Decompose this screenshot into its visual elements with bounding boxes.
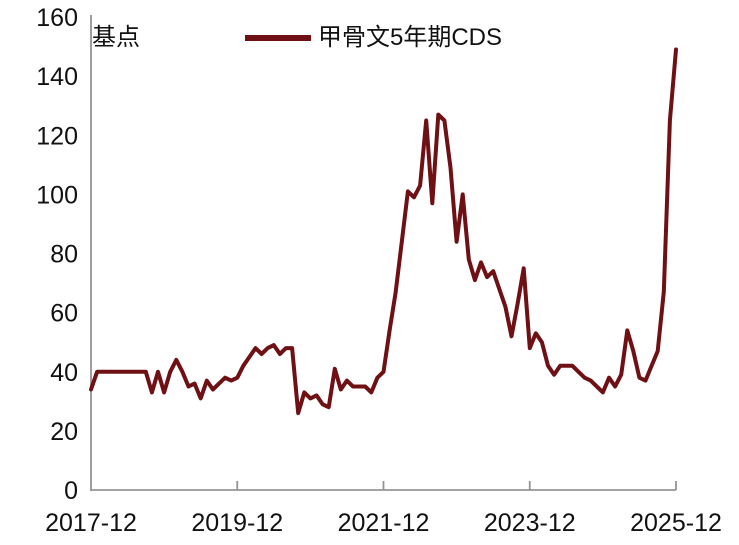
y-tick-label: 160 bbox=[36, 4, 78, 32]
y-tick-label: 40 bbox=[50, 359, 78, 387]
y-tick-label: 140 bbox=[36, 63, 78, 91]
legend-line-icon bbox=[245, 35, 311, 41]
x-tick-label: 2021-12 bbox=[338, 509, 430, 537]
y-tick-label: 100 bbox=[36, 181, 78, 209]
cds-series-line bbox=[89, 47, 678, 416]
y-tick-label: 20 bbox=[50, 418, 78, 446]
x-tick-label: 2019-12 bbox=[191, 509, 283, 537]
y-axis-unit-label: 基点 bbox=[92, 24, 140, 51]
x-tick-label: 2025-12 bbox=[630, 509, 722, 537]
legend-label: 甲骨文5年期CDS bbox=[318, 24, 503, 51]
y-tick-label: 0 bbox=[64, 477, 78, 505]
legend: 甲骨文5年期CDS bbox=[245, 23, 502, 53]
y-tick-label: 60 bbox=[50, 300, 78, 328]
y-tick-label: 120 bbox=[36, 122, 78, 150]
x-tick-label: 2023-12 bbox=[484, 509, 576, 537]
x-tick-label: 2017-12 bbox=[45, 509, 137, 537]
y-tick-label: 80 bbox=[50, 241, 78, 269]
